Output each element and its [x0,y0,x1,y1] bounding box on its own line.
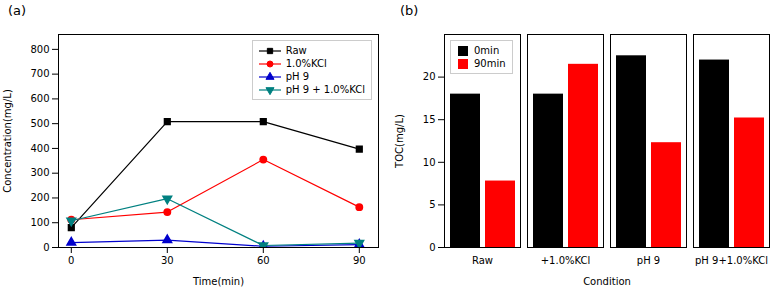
svg-text:TOC(mg/L): TOC(mg/L) [394,114,405,169]
html-text:1.0%KCl: 1.0%KCl [285,58,327,69]
html-text:pH 9: pH 9 [285,71,310,82]
svg-text:10: 10 [423,157,436,168]
svg-text:500: 500 [30,118,49,129]
svg-text:Condition: Condition [583,276,631,287]
svg-text:60: 60 [257,255,270,266]
svg-text:pH 9+1.0%KCl: pH 9+1.0%KCl [695,255,768,266]
svg-text:20: 20 [423,71,436,82]
svg-text:300: 300 [30,167,49,178]
svg-text:Concentration(mg/L): Concentration(mg/L) [2,89,13,193]
svg-text:400: 400 [30,143,49,154]
html-text:Raw: Raw [285,45,307,56]
html-text:pH 9 + 1.0%KCl: pH 9 + 1.0%KCl [285,84,365,95]
svg-text:Time(min): Time(min) [192,276,244,287]
svg-text:200: 200 [30,192,49,203]
svg-text:800: 800 [30,44,49,55]
svg-text:Raw: Raw [472,255,493,266]
svg-text:100: 100 [30,217,49,228]
svg-text:30: 30 [161,255,174,266]
svg-text:+1.0%KCl: +1.0%KCl [541,255,591,266]
svg-text:0: 0 [68,255,74,266]
svg-text:5: 5 [429,199,435,210]
svg-text:90: 90 [353,255,366,266]
html-text:(a): (a) [8,3,27,18]
svg-text:15: 15 [423,114,436,125]
svg-text:0: 0 [43,242,49,253]
html-text:0min: 0min [474,45,500,56]
svg-text:pH 9: pH 9 [637,255,660,266]
svg-text:600: 600 [30,93,49,104]
svg-text:0: 0 [429,242,435,253]
html-text:90min: 90min [474,58,506,69]
html-text:(b): (b) [400,3,419,18]
svg-text:700: 700 [30,68,49,79]
